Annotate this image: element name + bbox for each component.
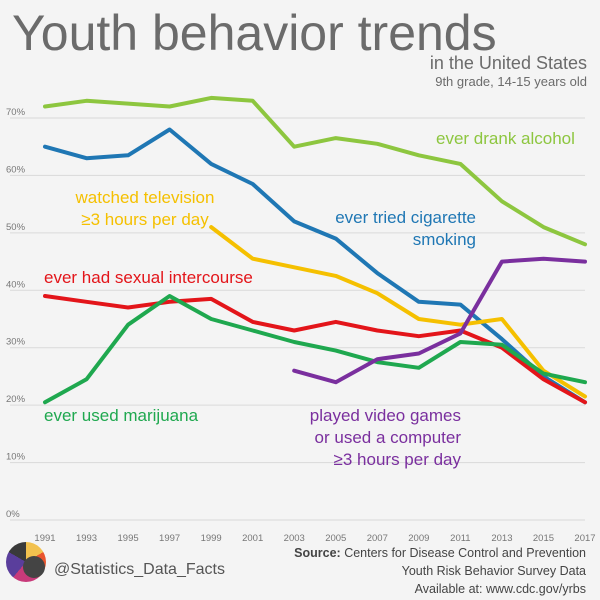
x-tick-label: 1993 [76,533,97,544]
series-label-line: ≥3 hours per day [333,450,461,469]
x-tick-label: 2017 [574,533,595,544]
chart-subtitle-detail: 9th grade, 14-15 years old [435,74,587,89]
series-label-line: smoking [412,230,476,249]
y-tick-label: 0% [6,509,20,520]
x-tick-label: 1991 [34,533,55,544]
x-tick-label: 2001 [242,533,263,544]
y-tick-label: 40% [6,279,26,290]
y-tick-label: 70% [6,107,26,118]
y-tick-label: 20% [6,394,26,405]
chart-subtitle: in the United States [429,53,587,73]
series-line-alcohol [43,95,587,247]
y-tick-label: 50% [6,222,26,233]
series-label-line: ever used marijuana [44,406,199,425]
series-label-line: played video games [309,406,461,425]
source-line-2: Youth Risk Behavior Survey Data [401,564,586,578]
series-line-cigarette [43,127,587,405]
x-tick-label: 1997 [159,533,180,544]
source-note: Source: Centers for Disease Control and … [294,544,586,598]
series-line-television [209,225,587,399]
y-axis-ticks: 0% 10% 20% 30% 40% 50% 60% 70% [6,107,26,520]
series-label-line: ever had sexual intercourse [44,268,253,287]
x-tick-label: 2007 [367,533,388,544]
series-label-videogames: played video games or used a computer ≥3 h… [283,405,461,471]
x-tick-label: 2015 [533,533,554,544]
series-label-alcohol: ever drank alcohol [436,128,575,150]
series-label-line: watched television [75,188,215,207]
y-tick-label: 10% [6,452,26,463]
series-line-marijuana [43,294,587,405]
y-tick-label: 30% [6,337,26,348]
x-tick-label: 2013 [491,533,512,544]
source-text: Centers for Disease Control and Preventi… [344,546,586,560]
series-line-sexual [43,294,587,405]
series-label-line: ever tried cigarette [335,208,476,227]
series-label-marijuana: ever used marijuana [44,405,198,427]
x-tick-label: 1995 [118,533,139,544]
gridlines [10,117,585,521]
series-label-television: watched television ≥3 hours per day [62,187,228,231]
series-label-line: ≥3 hours per day [81,210,209,229]
x-tick-label: 2005 [325,533,346,544]
x-axis-ticks: 1991 1993 1995 1997 1999 2001 2003 2005 2007 2009… [34,533,595,544]
x-tick-label: 2011 [450,533,470,544]
series-line-videogames [292,256,587,385]
x-tick-label: 2009 [408,533,429,544]
series-lines [43,95,587,405]
series-label-line: or used a computer [314,428,461,447]
social-handle[interactable]: @Statistics_Data_Facts [54,561,225,578]
x-tick-label: 1999 [201,533,222,544]
brand-logo [6,542,46,582]
y-tick-label: 60% [6,164,26,175]
series-label-line: ever drank alcohol [436,129,575,148]
source-label: Source: [294,546,341,560]
series-label-cigarette: ever tried cigarette smoking [300,207,476,251]
x-tick-label: 2003 [284,533,305,544]
source-url[interactable]: Available at: www.cdc.gov/yrbs [414,582,586,596]
series-label-sexual: ever had sexual intercourse [44,267,253,289]
chart-title: Youth behavior trends [12,5,497,61]
